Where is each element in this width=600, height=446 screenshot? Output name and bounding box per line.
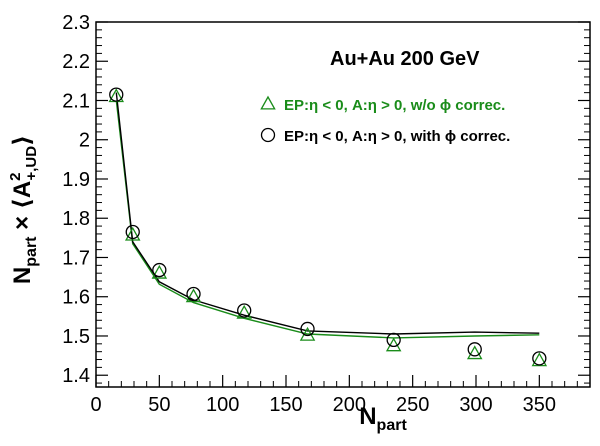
x-tick-label: 150 (269, 394, 302, 416)
y-tick-label: 2.1 (62, 90, 90, 112)
legend-marker-triangle (260, 95, 276, 110)
legend: EP:η < 0, A:η > 0, w/o ϕ correc. EP:η < 0… (260, 95, 510, 145)
x-tick-label: 200 (333, 394, 366, 416)
data-point (300, 321, 315, 337)
y-tick-label: 2.2 (62, 51, 90, 73)
data-point (531, 352, 548, 367)
y-tick-label: 2 (79, 130, 90, 152)
plot-frame (95, 21, 591, 388)
data-point (237, 303, 252, 318)
data-point (151, 264, 168, 279)
data-point (124, 226, 141, 241)
x-tick-label: 350 (523, 394, 556, 416)
y-tick-label: 1.4 (62, 365, 90, 387)
x-tick-label: 0 (90, 394, 101, 416)
y-tick-label: 1.8 (62, 208, 90, 230)
x-tick-label: 50 (148, 394, 170, 416)
x-axis-ticks: 0 50 100 150 200 250 300 350 (90, 375, 578, 416)
data-point (109, 87, 124, 102)
y-tick-label: 1.9 (62, 169, 90, 191)
y-tick-label: 1.6 (62, 287, 90, 309)
y-tick-label: 1.5 (62, 326, 90, 348)
data-point (386, 332, 401, 348)
data-point (532, 351, 547, 366)
data-point (467, 342, 482, 357)
chart-header: Au+Au 200 GeV (330, 48, 480, 70)
legend-marker-circle (260, 127, 276, 143)
data-point (236, 304, 252, 319)
x-tick-label: 300 (459, 394, 492, 416)
legend-entry: EP:η < 0, A:η > 0, w/o ϕ correc. (284, 97, 505, 114)
data-point (125, 224, 140, 240)
y-axis-label: Npart × ⟨A2+,UD⟩ (7, 135, 40, 284)
data-point (152, 262, 167, 278)
series-markers (108, 87, 548, 367)
data-point (466, 345, 483, 360)
data-point (185, 288, 202, 303)
y-tick-label: 2.3 (62, 12, 90, 34)
series-line-1 (115, 92, 540, 335)
x-tick-label: 100 (206, 394, 239, 416)
legend-entry: EP:η < 0, A:η > 0, with ϕ correc. (284, 128, 510, 145)
y-axis-ticks: 1.4 1.5 1.6 1.7 1.8 1.9 2 2.1 2.2 2.3 (62, 12, 590, 387)
x-tick-label: 250 (396, 394, 429, 416)
data-point (186, 286, 201, 302)
y-tick-label: 1.7 (62, 247, 90, 269)
